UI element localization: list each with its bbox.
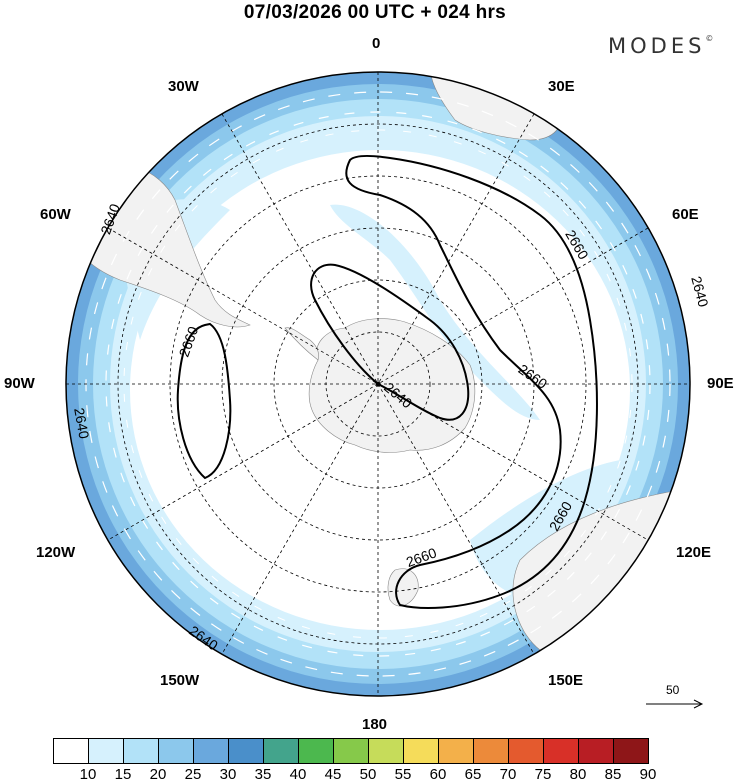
colorbar-tick-label: 80: [569, 766, 587, 783]
brand-copyright: ©: [705, 34, 714, 43]
colorbar-tick-label: 40: [289, 766, 307, 783]
south-pole-marker: [375, 381, 381, 387]
colorbar-labels: 10 15 20 25 30 35 40 45 50 55 60 65 70 75 80 85 90: [53, 766, 713, 783]
lon-label-90w: 90W: [4, 375, 35, 392]
colorbar-cell: [193, 738, 229, 764]
contour-2640-inner: [310, 263, 470, 421]
colorbar-tick-label: 10: [79, 766, 97, 783]
brand-name: MODES: [608, 34, 706, 58]
colorbar-cell: [333, 738, 369, 764]
lon-label-0: 0: [372, 35, 381, 52]
colorbar-tick-label: 45: [324, 766, 342, 783]
lon-label-180: 180: [362, 716, 388, 733]
colorbar-tick-label: 75: [534, 766, 552, 783]
contour-label: 2640: [71, 407, 92, 441]
colorbar-cell: [123, 738, 159, 764]
colorbar-cell: [228, 738, 264, 764]
map-title: 07/03/2026 00 UTC + 024 hrs: [243, 2, 507, 23]
colorbar: [53, 738, 649, 764]
colorbar-cell: [368, 738, 404, 764]
colorbar-cell: [543, 738, 579, 764]
colorbar-tick-label: 15: [114, 766, 132, 783]
lon-label-90e: 90E: [707, 375, 734, 392]
lon-label-120e: 120E: [676, 544, 712, 561]
lon-label-60e: 60E: [672, 206, 699, 223]
contour-2660-atlantic: [176, 322, 232, 480]
colorbar-tick-label: 90: [639, 766, 657, 783]
colorbar-cell: [263, 738, 299, 764]
lon-label-30w: 30W: [168, 78, 199, 95]
wind-reference-arrow: [646, 699, 704, 709]
wind-reference-label: 50: [666, 683, 680, 697]
lon-label-60w: 60W: [40, 206, 71, 223]
colorbar-tick-label: 85: [604, 766, 622, 783]
colorbar-cell: [403, 738, 439, 764]
wind-band-patch: [330, 204, 540, 420]
colorbar-tick-label: 55: [394, 766, 412, 783]
lon-label-150w: 150W: [160, 672, 200, 689]
colorbar-cell: [88, 738, 124, 764]
height-contours: [66, 149, 690, 696]
colorbar-cell: [158, 738, 194, 764]
map-border: [65, 71, 691, 697]
colorbar-tick-label: 50: [359, 766, 377, 783]
colorbar-cell: [438, 738, 474, 764]
colorbar-cell: [473, 738, 509, 764]
colorbar-tick-label: 60: [429, 766, 447, 783]
contour-2660-pacific: [345, 154, 598, 609]
colorbar-cell: [578, 738, 614, 764]
colorbar-cell: [508, 738, 544, 764]
colorbar-tick-label: 35: [254, 766, 272, 783]
lon-label-150e: 150E: [548, 672, 584, 689]
colorbar-tick-label: 70: [499, 766, 517, 783]
colorbar-cell: [53, 738, 89, 764]
colorbar-tick-label: 25: [184, 766, 202, 783]
lon-label-30e: 30E: [548, 78, 575, 95]
colorbar-tick-label: 65: [464, 766, 482, 783]
colorbar-cell: [613, 738, 649, 764]
colorbar-cell: [298, 738, 334, 764]
colorbar-tick-label: 20: [149, 766, 167, 783]
brand-logo: MODES©: [608, 34, 713, 58]
contour-label: 2640: [688, 274, 712, 308]
polar-map: 2640 2640 2640 2640 2640 2660 2660 2660 …: [65, 71, 712, 697]
lon-label-120w: 120W: [36, 544, 76, 561]
colorbar-tick-label: 30: [219, 766, 237, 783]
